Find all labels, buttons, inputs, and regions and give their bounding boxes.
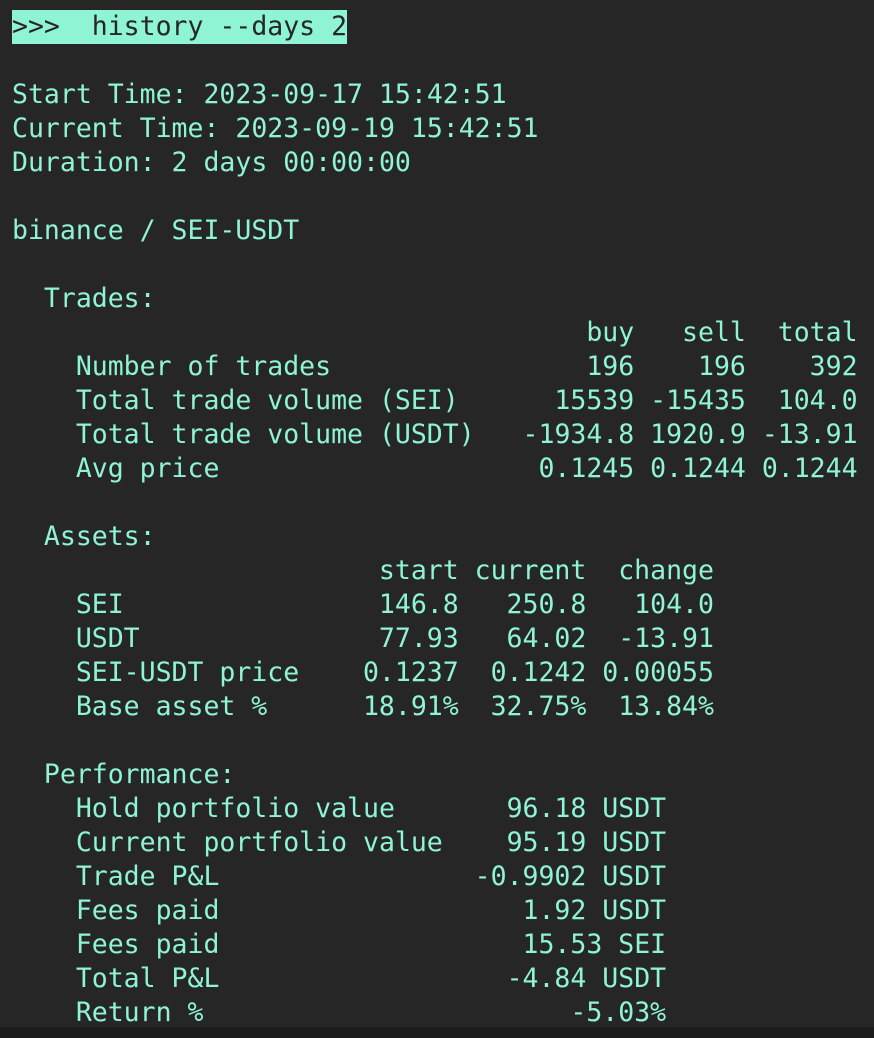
assets-row: Base asset % 18.91% 32.75% 13.84% xyxy=(12,690,858,724)
asset-label: SEI-USDT price xyxy=(75,657,300,688)
performance-label: Trade P&L xyxy=(75,861,220,892)
performance-value: 96.18 USDT xyxy=(506,793,667,824)
trade-metric-label: Avg price xyxy=(75,453,220,484)
asset-label: Base asset % xyxy=(75,691,268,722)
trades-heading: Trades: xyxy=(43,283,156,314)
asset-start-value: 18.91% xyxy=(362,691,459,722)
performance-value: 95.19 USDT xyxy=(506,827,667,858)
assets-header-row: start current change xyxy=(12,554,858,588)
performance-label: Current portfolio value xyxy=(75,827,443,858)
trade-metric-label: Total trade volume (USDT) xyxy=(75,419,475,450)
performance-row: Hold portfolio value 96.18 USDT xyxy=(12,792,858,826)
performance-row: Current portfolio value 95.19 USDT xyxy=(12,826,858,860)
trades-row: Total trade volume (USDT) -1934.8 1920.9 -1… xyxy=(12,418,858,452)
assets-row: USDT 77.93 64.02 -13.91 xyxy=(12,622,858,656)
performance-row: Return % -5.03% xyxy=(12,996,858,1030)
performance-label: Fees paid xyxy=(75,895,220,926)
asset-current-value: 32.75% xyxy=(490,691,587,722)
trade-sell-value: 196 xyxy=(698,351,746,382)
assets-heading: Assets: xyxy=(43,521,156,552)
performance-value: 15.53 SEI xyxy=(522,929,667,960)
trade-total-value: 0.1244 xyxy=(761,453,858,484)
assets-header-change: change xyxy=(618,555,714,586)
trade-sell-value: 0.1244 xyxy=(650,453,746,484)
assets-row: SEI-USDT price 0.1237 0.1242 0.00055 xyxy=(12,656,858,690)
assets-row: SEI 146.8 250.8 104.0 xyxy=(12,588,858,622)
asset-change-value: 13.84% xyxy=(618,691,714,722)
trade-metric-label: Total trade volume (SEI) xyxy=(75,385,459,416)
performance-label: Return % xyxy=(75,997,204,1028)
current-time: Current Time: 2023-09-19 15:42:51 xyxy=(12,113,539,144)
market: binance / SEI-USDT xyxy=(12,215,300,246)
asset-current-value: 0.1242 xyxy=(490,657,587,688)
trades-row: Total trade volume (SEI) 15539 -15435 104.0 xyxy=(12,384,858,418)
trade-total-value: 104.0 xyxy=(777,385,858,416)
trades-header-buy: buy xyxy=(586,317,635,348)
assets-header-current: current xyxy=(474,555,587,586)
trade-total-value: 392 xyxy=(809,351,858,382)
trades-header-sell: sell xyxy=(682,317,746,348)
performance-label: Fees paid xyxy=(75,929,220,960)
asset-start-value: 0.1237 xyxy=(362,657,459,688)
asset-label: SEI xyxy=(75,589,124,620)
performance-row: Fees paid 15.53 SEI xyxy=(12,928,858,962)
performance-label: Hold portfolio value xyxy=(75,793,395,824)
trade-buy-value: 0.1245 xyxy=(538,453,635,484)
performance-row: Trade P&L -0.9902 USDT xyxy=(12,860,858,894)
asset-change-value: -13.91 xyxy=(618,623,714,654)
asset-start-value: 77.93 xyxy=(378,623,459,654)
trade-buy-value: -1934.8 xyxy=(522,419,635,450)
performance-value: 1.92 USDT xyxy=(522,895,667,926)
trade-buy-value: 196 xyxy=(586,351,635,382)
performance-value: -0.9902 USDT xyxy=(474,861,667,892)
asset-start-value: 146.8 xyxy=(378,589,459,620)
trade-sell-value: 1920.9 xyxy=(650,419,746,450)
trades-header-total: total xyxy=(777,317,858,348)
asset-label: USDT xyxy=(75,623,140,654)
trade-metric-label: Number of trades xyxy=(75,351,332,382)
duration: Duration: 2 days 00:00:00 xyxy=(12,147,411,178)
command-line: >>> history --days 2 xyxy=(12,10,348,44)
performance-value: -5.03% xyxy=(570,997,667,1028)
trades-row: Avg price 0.1245 0.1244 0.1244 xyxy=(12,452,858,486)
trades-header-row: buy sell total xyxy=(12,316,858,350)
assets-header-start: start xyxy=(378,555,459,586)
performance-heading: Performance: xyxy=(43,759,236,790)
start-time: Start Time: 2023-09-17 15:42:51 xyxy=(12,79,507,110)
trade-buy-value: 15539 xyxy=(554,385,635,416)
asset-change-value: 0.00055 xyxy=(602,657,714,688)
trades-row: Number of trades 196 196 392 xyxy=(12,350,858,384)
trade-total-value: -13.91 xyxy=(761,419,858,450)
asset-change-value: 104.0 xyxy=(634,589,714,620)
terminal-output: >>> history --days 2 Start Time: 2023-09… xyxy=(12,10,858,1030)
performance-value: -4.84 USDT xyxy=(506,963,667,994)
performance-label: Total P&L xyxy=(75,963,220,994)
asset-current-value: 250.8 xyxy=(506,589,587,620)
performance-row: Total P&L -4.84 USDT xyxy=(12,962,858,996)
trade-sell-value: -15435 xyxy=(650,385,746,416)
performance-row: Fees paid 1.92 USDT xyxy=(12,894,858,928)
asset-current-value: 64.02 xyxy=(506,623,587,654)
